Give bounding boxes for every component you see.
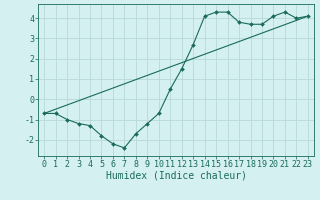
X-axis label: Humidex (Indice chaleur): Humidex (Indice chaleur) — [106, 171, 246, 181]
